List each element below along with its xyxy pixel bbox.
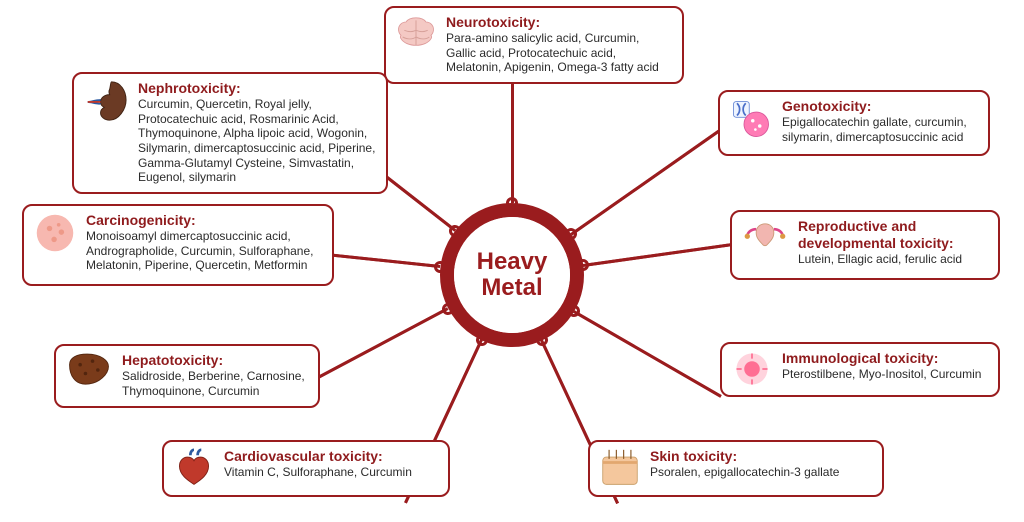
hub-label-line1: Heavy (477, 248, 548, 275)
node-body: Pterostilbene, Myo-Inositol, Curcumin (782, 367, 988, 382)
node-text: Carcinogenicity:Monoisoamyl dimercaptosu… (86, 212, 322, 273)
node-genotoxicity: Genotoxicity:Epigallocatechin gallate, c… (718, 90, 990, 156)
node-neurotoxicity: Neurotoxicity:Para-amino salicylic acid,… (384, 6, 684, 84)
node-body: Monoisoamyl dimercaptosuccinic acid, And… (86, 229, 322, 273)
node-reproductive: Reproductive and developmental toxicity:… (730, 210, 1000, 280)
node-text: Reproductive and developmental toxicity:… (798, 218, 988, 267)
spoke-reproductive (583, 243, 741, 265)
node-text: Nephrotoxicity:Curcumin, Quercetin, Roya… (138, 80, 376, 185)
node-body: Psoralen, epigallocatechin-3 gallate (650, 465, 872, 480)
node-text: Genotoxicity:Epigallocatechin gallate, c… (782, 98, 978, 144)
hub-inner: Heavy Metal (454, 217, 570, 333)
node-body: Para-amino salicylic acid, Curcumin, Gal… (446, 31, 672, 75)
spoke-immunological (574, 311, 721, 396)
node-body: Lutein, Ellagic acid, ferulic acid (798, 252, 988, 267)
immune-icon (732, 350, 772, 388)
node-title: Carcinogenicity: (86, 212, 322, 229)
node-title: Hepatotoxicity: (122, 352, 308, 369)
node-body: Salidroside, Berberine, Carnosine, Thymo… (122, 369, 308, 398)
node-immunological: Immunological toxicity:Pterostilbene, My… (720, 342, 1000, 397)
node-cardiovascular: Cardiovascular toxicity:Vitamin C, Sulfo… (162, 440, 450, 497)
node-skin: Skin toxicity:Psoralen, epigallocatechin… (588, 440, 884, 497)
brain-icon (396, 14, 436, 50)
genome-icon (730, 98, 772, 140)
node-nephrotoxicity: Nephrotoxicity:Curcumin, Quercetin, Roya… (72, 72, 388, 194)
tumor-icon (34, 212, 76, 254)
node-text: Cardiovascular toxicity:Vitamin C, Sulfo… (224, 448, 438, 480)
node-carcinogenicity: Carcinogenicity:Monoisoamyl dimercaptosu… (22, 204, 334, 286)
node-title: Reproductive and developmental toxicity: (798, 218, 988, 252)
hub-label-line2: Metal (481, 274, 542, 301)
skin-icon (600, 448, 640, 488)
node-title: Skin toxicity: (650, 448, 872, 465)
node-body: Epigallocatechin gallate, curcumin, sily… (782, 115, 978, 144)
node-text: Immunological toxicity:Pterostilbene, My… (782, 350, 988, 382)
diagram-stage: Heavy Metal Neurotoxicity:Para-amino sal… (0, 0, 1024, 522)
node-title: Immunological toxicity: (782, 350, 988, 367)
spoke-genotoxicity (571, 130, 718, 233)
node-title: Neurotoxicity: (446, 14, 672, 31)
node-hepatotoxicity: Hepatotoxicity:Salidroside, Berberine, C… (54, 344, 320, 408)
node-text: Skin toxicity:Psoralen, epigallocatechin… (650, 448, 872, 480)
node-text: Neurotoxicity:Para-amino salicylic acid,… (446, 14, 672, 75)
node-title: Cardiovascular toxicity: (224, 448, 438, 465)
node-text: Hepatotoxicity:Salidroside, Berberine, C… (122, 352, 308, 398)
heart-icon (174, 448, 214, 488)
node-body: Vitamin C, Sulforaphane, Curcumin (224, 465, 438, 480)
node-title: Nephrotoxicity: (138, 80, 376, 97)
hub-label: Heavy Metal (477, 249, 548, 302)
node-body: Curcumin, Quercetin, Royal jelly, Protoc… (138, 97, 376, 185)
kidney-icon (84, 80, 128, 122)
uterus-icon (742, 218, 788, 258)
hub: Heavy Metal (440, 203, 584, 347)
liver-icon (66, 352, 112, 388)
node-title: Genotoxicity: (782, 98, 978, 115)
